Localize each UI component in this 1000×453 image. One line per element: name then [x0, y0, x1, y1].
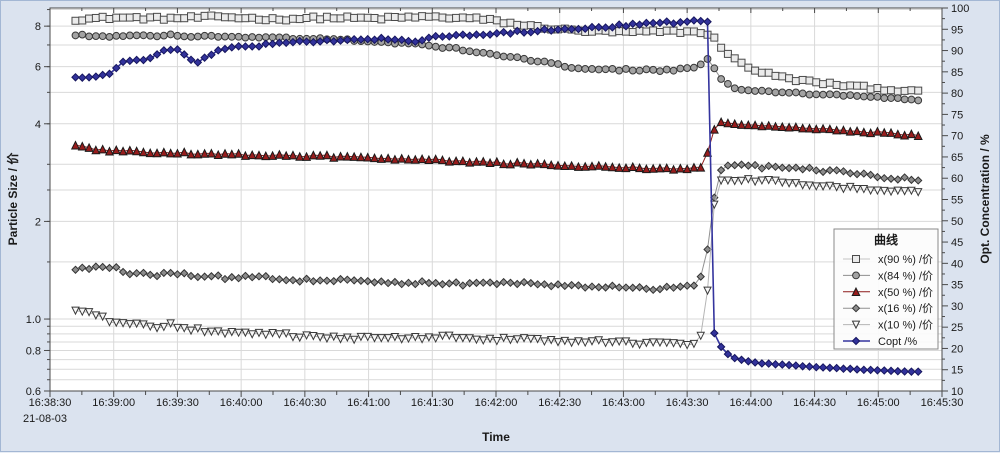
svg-text:8: 8 [35, 21, 41, 33]
svg-text:16:45:00: 16:45:00 [857, 397, 900, 409]
series-1 [71, 11, 923, 96]
svg-text:30: 30 [951, 301, 963, 313]
svg-text:10: 10 [951, 386, 963, 398]
svg-text:85: 85 [951, 67, 963, 79]
svg-text:15: 15 [951, 365, 963, 377]
legend-marker [852, 255, 860, 263]
svg-text:16:41:00: 16:41:00 [347, 397, 390, 409]
svg-text:16:40:00: 16:40:00 [220, 397, 263, 409]
axes [44, 7, 948, 397]
svg-text:4: 4 [35, 119, 41, 131]
svg-text:2: 2 [35, 216, 41, 228]
svg-text:16:43:00: 16:43:00 [602, 397, 645, 409]
svg-text:45: 45 [951, 237, 963, 249]
legend-entry-label: x(10 %) /价 [878, 319, 933, 332]
legend-entry-label: x(90 %) /价 [878, 253, 933, 266]
legend-marker [851, 286, 861, 297]
legend-entry-label: x(84 %) /价 [878, 269, 933, 282]
svg-text:95: 95 [951, 24, 963, 36]
svg-text:0.6: 0.6 [26, 386, 41, 398]
svg-text:16:42:00: 16:42:00 [475, 397, 518, 409]
legend-entry-label: Copt /% [878, 336, 917, 348]
svg-text:25: 25 [951, 322, 963, 334]
svg-text:55: 55 [951, 195, 963, 207]
series-3 [70, 116, 923, 174]
svg-text:40: 40 [951, 258, 963, 270]
svg-text:0.8: 0.8 [26, 345, 41, 357]
y-left-axis-title: Particle Size / 价 [6, 152, 20, 246]
svg-text:70: 70 [951, 131, 963, 143]
svg-text:6: 6 [35, 62, 41, 74]
legend-marker [852, 271, 860, 280]
legend-entry-label: x(16 %) /价 [878, 302, 933, 315]
legend-marker [851, 336, 861, 346]
svg-text:16:45:30: 16:45:30 [921, 397, 964, 409]
x-axis-title: Time [482, 430, 510, 444]
series-5 [71, 175, 923, 350]
series-4 [71, 160, 923, 295]
svg-text:1.0: 1.0 [26, 314, 41, 326]
svg-text:80: 80 [951, 88, 963, 100]
svg-text:35: 35 [951, 280, 963, 292]
series-6 [71, 16, 923, 376]
svg-text:100: 100 [951, 3, 969, 15]
svg-text:16:39:00: 16:39:00 [92, 397, 135, 409]
svg-text:16:44:30: 16:44:30 [793, 397, 836, 409]
y-right-axis-title: Opt. Concentration / % [978, 134, 992, 264]
legend-entry-label: x(50 %) /价 [878, 286, 933, 299]
svg-text:65: 65 [951, 152, 963, 164]
plot-area: 16:38:30 16:39:00 16:39:30 16:40:00 16:40:30… [26, 3, 970, 409]
svg-text:16:39:30: 16:39:30 [156, 397, 199, 409]
legend-marker [851, 320, 861, 330]
svg-text:60: 60 [951, 173, 963, 185]
svg-text:16:41:30: 16:41:30 [411, 397, 454, 409]
svg-text:16:43:30: 16:43:30 [666, 397, 709, 409]
svg-text:20: 20 [951, 343, 963, 355]
legend-title: 曲线 [874, 232, 898, 247]
svg-text:16:38:30: 16:38:30 [29, 397, 72, 409]
date-label: 21-08-03 [23, 413, 67, 425]
legend-marker [851, 303, 861, 313]
legend-frame [833, 228, 939, 350]
svg-text:75: 75 [951, 109, 963, 121]
legend-box: 曲线 x(90 %) /价 x(84 %) /价 x(50 %) /价 x(16 %) … [833, 228, 939, 350]
svg-text:16:44:00: 16:44:00 [729, 397, 772, 409]
svg-text:16:42:30: 16:42:30 [538, 397, 581, 409]
svg-text:50: 50 [951, 216, 963, 228]
svg-text:16:40:30: 16:40:30 [283, 397, 326, 409]
svg-text:90: 90 [951, 46, 963, 58]
